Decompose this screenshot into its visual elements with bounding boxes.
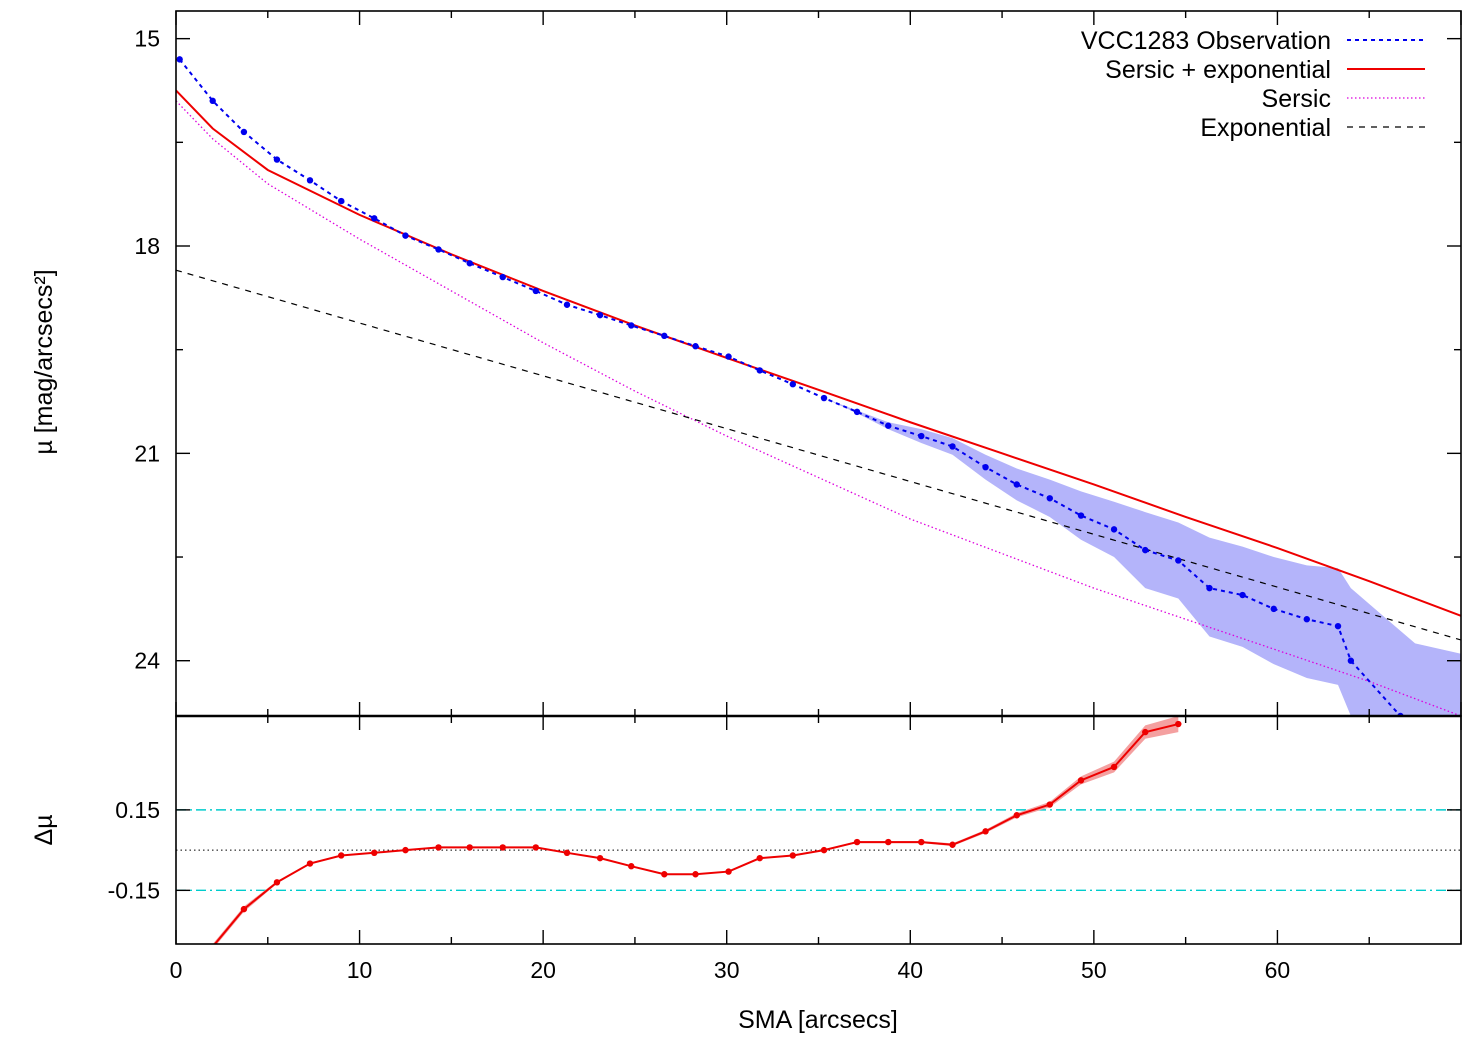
legend-label: Sersic + exponential bbox=[1105, 56, 1331, 84]
residual-point bbox=[628, 863, 634, 869]
observation-point bbox=[1335, 623, 1341, 629]
top-y-axis-label: µ [mag/arcsecs²] bbox=[30, 269, 58, 454]
residual-point bbox=[241, 906, 247, 912]
residual-error-band bbox=[180, 716, 1179, 982]
residual-point bbox=[692, 871, 698, 877]
observation-point bbox=[435, 246, 441, 252]
observation-point bbox=[982, 464, 988, 470]
top-panel bbox=[176, 56, 1461, 719]
x-tick-label: 40 bbox=[897, 957, 923, 983]
x-tick-label: 60 bbox=[1265, 957, 1291, 983]
observation-point bbox=[1206, 585, 1212, 591]
residual-point bbox=[1078, 777, 1084, 783]
observation-point bbox=[402, 232, 408, 238]
observation-point bbox=[757, 367, 763, 373]
bottom-y-tick-label: 0.15 bbox=[115, 797, 160, 823]
observation-point bbox=[564, 302, 570, 308]
residual-point bbox=[564, 850, 570, 856]
top-y-tick-label: 24 bbox=[134, 648, 160, 674]
residual-point bbox=[757, 855, 763, 861]
observation-point bbox=[597, 312, 603, 318]
residual-point bbox=[307, 860, 313, 866]
residual-point bbox=[467, 844, 473, 850]
x-tick-label: 50 bbox=[1081, 957, 1107, 983]
bottom-y-axis-label: Δµ bbox=[30, 814, 58, 845]
observation-point bbox=[500, 274, 506, 280]
top-y-tick-label: 21 bbox=[134, 440, 160, 466]
residual-point bbox=[1142, 729, 1148, 735]
observation-point bbox=[918, 433, 924, 439]
observation-point bbox=[338, 198, 344, 204]
residual-point bbox=[1014, 812, 1020, 818]
residual-point bbox=[790, 852, 796, 858]
observation-point bbox=[1271, 606, 1277, 612]
residual-point bbox=[402, 847, 408, 853]
bottom-y-tick-label: -0.15 bbox=[108, 877, 160, 903]
residual-point bbox=[949, 842, 955, 848]
bottom-plot-frame bbox=[176, 716, 1461, 944]
residual-point bbox=[338, 852, 344, 858]
x-tick-label: 0 bbox=[170, 957, 183, 983]
top-y-tick-label: 18 bbox=[134, 233, 160, 259]
observation-point bbox=[1239, 592, 1245, 598]
residual-point bbox=[1111, 764, 1117, 770]
observation-point bbox=[1348, 658, 1354, 664]
residual-point bbox=[661, 871, 667, 877]
observation-error-band bbox=[180, 59, 1461, 716]
observation-point bbox=[1111, 526, 1117, 532]
observation-point bbox=[274, 156, 280, 162]
legend-label: Sersic bbox=[1262, 85, 1331, 113]
observation-point bbox=[1175, 557, 1181, 563]
observation-point bbox=[1047, 495, 1053, 501]
observation-point bbox=[1078, 512, 1084, 518]
residual-point bbox=[274, 879, 280, 885]
residual-point bbox=[500, 844, 506, 850]
x-tick-label: 10 bbox=[347, 957, 373, 983]
residual-line bbox=[180, 724, 1179, 982]
residual-point bbox=[1047, 801, 1053, 807]
observation-point bbox=[210, 98, 216, 104]
residual-point bbox=[1175, 721, 1181, 727]
residual-point bbox=[854, 839, 860, 845]
observation-point bbox=[854, 409, 860, 415]
observation-point bbox=[307, 177, 313, 183]
legend-label: Exponential bbox=[1200, 114, 1331, 142]
residual-point bbox=[885, 839, 891, 845]
observation-point bbox=[371, 215, 377, 221]
residual-point bbox=[371, 850, 377, 856]
observation-point bbox=[692, 343, 698, 349]
observation-point bbox=[176, 56, 182, 62]
sersic-exponential-line bbox=[176, 90, 1461, 615]
top-y-tick-label: 15 bbox=[134, 26, 160, 52]
observation-point bbox=[821, 395, 827, 401]
observation-point bbox=[533, 288, 539, 294]
residual-point bbox=[821, 847, 827, 853]
residual-point bbox=[533, 844, 539, 850]
observation-point bbox=[949, 443, 955, 449]
residual-point bbox=[982, 828, 988, 834]
observation-point bbox=[1304, 616, 1310, 622]
observation-point bbox=[885, 423, 891, 429]
residual-point bbox=[918, 839, 924, 845]
observation-point bbox=[241, 129, 247, 135]
x-tick-label: 20 bbox=[530, 957, 556, 983]
residual-point bbox=[435, 844, 441, 850]
observation-point bbox=[725, 353, 731, 359]
observation-point bbox=[790, 381, 796, 387]
observation-point bbox=[661, 333, 667, 339]
observation-point bbox=[1142, 547, 1148, 553]
residual-point bbox=[725, 868, 731, 874]
observation-point bbox=[628, 322, 634, 328]
residual-point bbox=[597, 855, 603, 861]
legend-label: VCC1283 Observation bbox=[1081, 27, 1331, 55]
chart: VCC1283 ObservationSersic + exponentialS… bbox=[0, 0, 1482, 1044]
observation-point bbox=[1014, 481, 1020, 487]
axes-frame: 0 10 20 30 40 50 60 15 18 21 24 0.15 -0.15 bbox=[108, 11, 1461, 983]
x-axis-label: SMA [arcsecs] bbox=[738, 1006, 898, 1034]
observation-point bbox=[467, 260, 473, 266]
x-tick-label: 30 bbox=[714, 957, 740, 983]
